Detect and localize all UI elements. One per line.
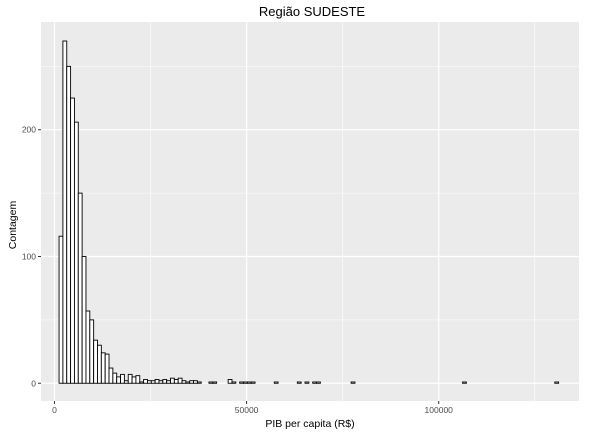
histogram-bar xyxy=(135,375,141,384)
chart-title: Região SUDESTE xyxy=(259,4,366,19)
histogram-bar xyxy=(312,381,317,384)
histogram-bars xyxy=(58,40,560,384)
histogram-bar xyxy=(66,65,72,384)
histogram-bar xyxy=(304,381,310,384)
histogram-bar xyxy=(181,380,187,384)
histogram-bar xyxy=(554,381,560,384)
histogram-bar xyxy=(77,192,83,384)
histogram-bar xyxy=(127,373,133,384)
histogram-bar xyxy=(108,367,114,384)
y-tick-label: 100 xyxy=(22,251,36,261)
histogram-bar xyxy=(150,380,156,384)
histogram-bar xyxy=(146,380,152,384)
histogram-bar xyxy=(208,381,214,384)
histogram-bar xyxy=(112,372,118,384)
histogram-bar xyxy=(62,40,68,384)
grid-major xyxy=(41,22,579,401)
grid-minor xyxy=(41,22,579,401)
histogram-bar xyxy=(350,381,356,384)
histogram-bar xyxy=(462,381,467,384)
x-tick-label: 50000 xyxy=(235,405,259,415)
x-axis: 0 50000 100000 xyxy=(52,401,453,415)
histogram-bar xyxy=(104,353,110,384)
histogram-bar xyxy=(212,381,218,384)
histogram-bar xyxy=(97,344,102,384)
histogram-bar xyxy=(196,381,202,384)
histogram-bar xyxy=(120,373,125,384)
histogram-bar xyxy=(58,235,64,384)
histogram-bar xyxy=(73,121,79,384)
histogram-bar xyxy=(246,381,252,384)
x-axis-title: PIB per capita (R$) xyxy=(265,418,354,430)
histogram-bar xyxy=(131,376,137,384)
histogram-bar xyxy=(139,381,145,384)
histogram-bar xyxy=(100,352,106,384)
histogram-bar xyxy=(243,381,248,384)
histogram-bar xyxy=(123,380,129,384)
histogram-bar xyxy=(227,379,233,384)
x-tick-label: 100000 xyxy=(425,405,454,415)
histogram-bar xyxy=(170,377,175,384)
histogram-bar xyxy=(93,339,98,384)
histogram-bar xyxy=(166,380,171,384)
histogram-bar xyxy=(185,381,191,384)
histogram-bar xyxy=(116,376,121,384)
histogram-bar xyxy=(177,377,183,384)
y-tick-label: 0 xyxy=(31,378,36,388)
histogram-bar xyxy=(231,381,237,384)
y-axis: 0 100 200 xyxy=(22,125,41,388)
y-tick-label: 200 xyxy=(22,125,36,135)
histogram-bar xyxy=(158,380,164,384)
histogram-bar xyxy=(316,381,321,384)
histogram-bar xyxy=(273,381,279,384)
histogram-bar xyxy=(250,381,256,384)
histogram-bar xyxy=(189,380,195,384)
histogram-bar xyxy=(296,381,302,384)
histogram-bar xyxy=(85,310,91,384)
histogram-bar xyxy=(154,379,160,384)
histogram-bar xyxy=(162,379,168,384)
histogram-bar xyxy=(89,319,95,384)
histogram-bar xyxy=(193,380,198,384)
histogram-bar xyxy=(81,256,87,384)
plot-panel xyxy=(41,22,579,401)
x-tick-label: 0 xyxy=(52,405,57,415)
histogram-bar xyxy=(239,381,244,384)
histogram-bar xyxy=(70,97,75,384)
histogram-bar xyxy=(173,379,179,384)
y-axis-title: Contagem xyxy=(7,201,19,250)
histogram-bar xyxy=(143,379,148,384)
